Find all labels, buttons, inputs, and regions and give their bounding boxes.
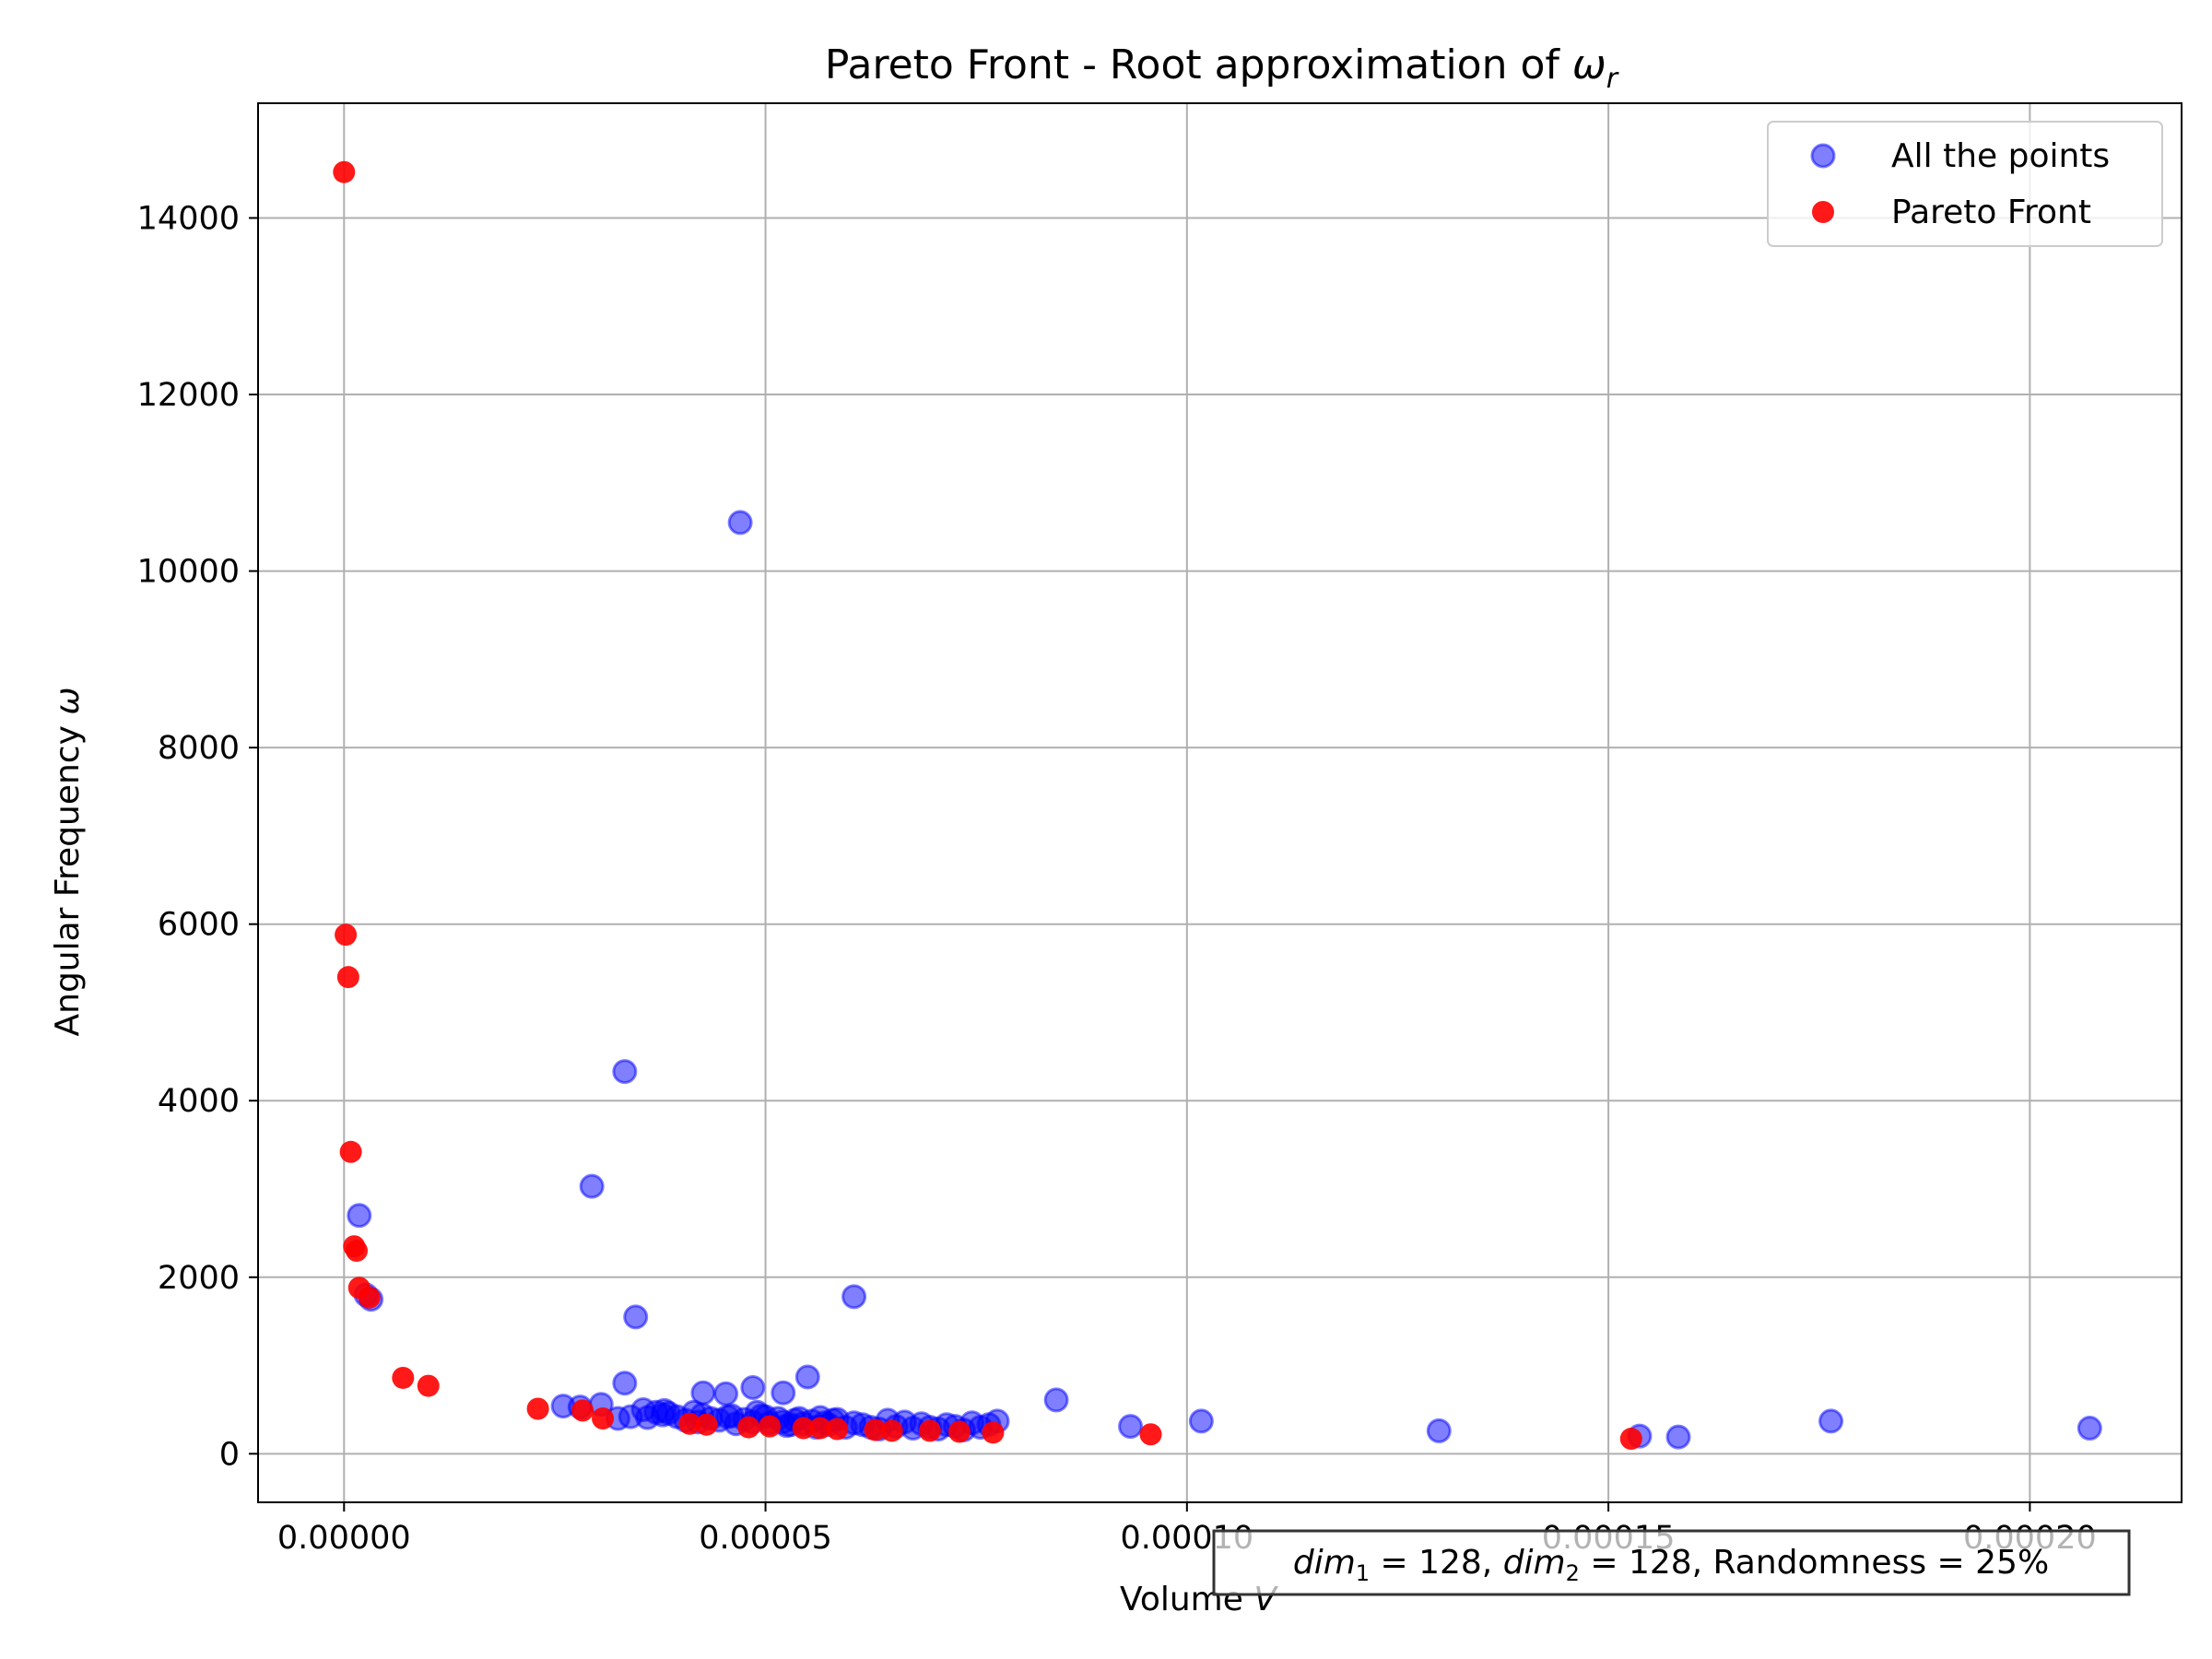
data-points	[333, 160, 2102, 1451]
annotation-box	[1212, 1529, 2131, 1596]
chart-title-symbol: ω	[1572, 41, 1606, 88]
all-points-marker	[1426, 1418, 1452, 1443]
y-tick-label: 14000	[137, 201, 240, 238]
pareto-front-marker	[339, 1140, 362, 1163]
y-tick-label: 2000	[158, 1260, 240, 1297]
y-tick-label: 0	[219, 1436, 240, 1473]
pareto-front-marker	[333, 160, 356, 183]
all-points-marker	[1043, 1387, 1069, 1413]
y-tick-label: 12000	[137, 377, 240, 414]
y-tick-label: 10000	[137, 554, 240, 591]
all-points-marker	[1818, 1408, 1844, 1434]
all-points-marker	[713, 1381, 739, 1406]
pareto-front-marker	[335, 924, 358, 947]
all-points-marker	[2077, 1416, 2102, 1441]
legend-label-pareto-front: Pareto Front	[1891, 194, 2091, 231]
annotation-dim2-subscript: 2	[1566, 1560, 1580, 1586]
all-points-marker	[794, 1364, 820, 1390]
pareto-front-marker	[880, 1419, 903, 1442]
x-tick-label: 0.00000	[277, 1520, 411, 1557]
axis-ticks: 0.000000.000050.000100.000150.0002002000…	[137, 201, 2097, 1557]
y-tick-label: 8000	[158, 730, 240, 767]
pareto-front-marker	[678, 1412, 701, 1435]
pareto-front-marker	[392, 1366, 415, 1389]
all-points-marker	[740, 1374, 766, 1400]
chart-title: Pareto Front - Root approximation of ωr	[825, 41, 1619, 95]
pareto-front-marker	[918, 1419, 941, 1442]
pareto-front-marker	[346, 1240, 369, 1263]
annotation-dim1-text: = 128,	[1370, 1544, 1503, 1582]
legend-box	[1767, 121, 2163, 247]
all-points-marker	[719, 1403, 745, 1429]
y-axis-label-symbol: ω	[49, 688, 87, 715]
parameters-annotation: dim1 = 128, dim2 = 128, Randomness = 25%	[1212, 1529, 2131, 1596]
annotation-dim2-text: = 128, Randomness = 25%	[1580, 1544, 2049, 1582]
pareto-front-marker	[695, 1413, 718, 1436]
all-points-marker	[1118, 1414, 1144, 1440]
annotation-text: dim1 = 128, dim2 = 128, Randomness = 25%	[1293, 1544, 2049, 1586]
chart-title-text: Pareto Front - Root approximation of	[825, 41, 1572, 88]
all-points-marker	[612, 1059, 638, 1085]
annotation-dim1-subscript: 1	[1356, 1560, 1370, 1586]
legend-marker-all-points	[1810, 143, 1836, 169]
pareto-front-marker	[947, 1420, 971, 1443]
y-axis-label-text: Angular Frequency	[49, 715, 87, 1037]
all-points-marker	[1188, 1408, 1214, 1434]
all-points-marker	[623, 1304, 649, 1330]
legend-label-all-points: All the points	[1891, 137, 2110, 175]
pareto-front-marker	[864, 1418, 887, 1441]
annotation-dim1-symbol: dim	[1293, 1544, 1356, 1582]
x-tick-label: 0.00005	[699, 1520, 832, 1557]
pareto-front-marker	[1139, 1423, 1162, 1446]
pareto-front-marker	[571, 1399, 594, 1422]
pareto-front-marker	[526, 1397, 549, 1420]
pareto-front-marker	[417, 1374, 440, 1397]
all-points-marker	[347, 1203, 372, 1229]
pareto-front-marker	[826, 1418, 849, 1441]
all-points-marker	[771, 1380, 796, 1406]
all-points-marker	[727, 510, 753, 535]
pareto-front-marker	[809, 1417, 832, 1440]
y-tick-label: 6000	[158, 907, 240, 944]
pareto-front-marker	[1619, 1428, 1642, 1451]
all-points-marker	[841, 1284, 867, 1310]
pareto-front-marker	[759, 1415, 782, 1438]
all-points-marker	[1665, 1424, 1691, 1450]
pareto-front-marker	[982, 1421, 1005, 1444]
plot-frame	[257, 102, 2183, 1503]
pareto-front-marker	[336, 966, 359, 989]
pareto-front-marker	[358, 1286, 381, 1309]
chart-title-subscript: r	[1606, 63, 1619, 95]
all-points-marker	[579, 1173, 605, 1199]
legend: All the points Pareto Front	[1767, 121, 2163, 247]
all-points-marker	[652, 1397, 677, 1423]
pareto-front-marker	[737, 1416, 760, 1439]
legend-marker-pareto-front	[1812, 201, 1834, 223]
pareto-front-marker	[792, 1417, 815, 1440]
y-tick-label: 4000	[158, 1083, 240, 1120]
annotation-dim2-symbol: dim	[1503, 1544, 1566, 1582]
y-axis-label: Angular Frequency ω	[49, 688, 87, 1037]
pareto-front-marker	[592, 1407, 615, 1430]
all-points-marker	[612, 1371, 638, 1396]
